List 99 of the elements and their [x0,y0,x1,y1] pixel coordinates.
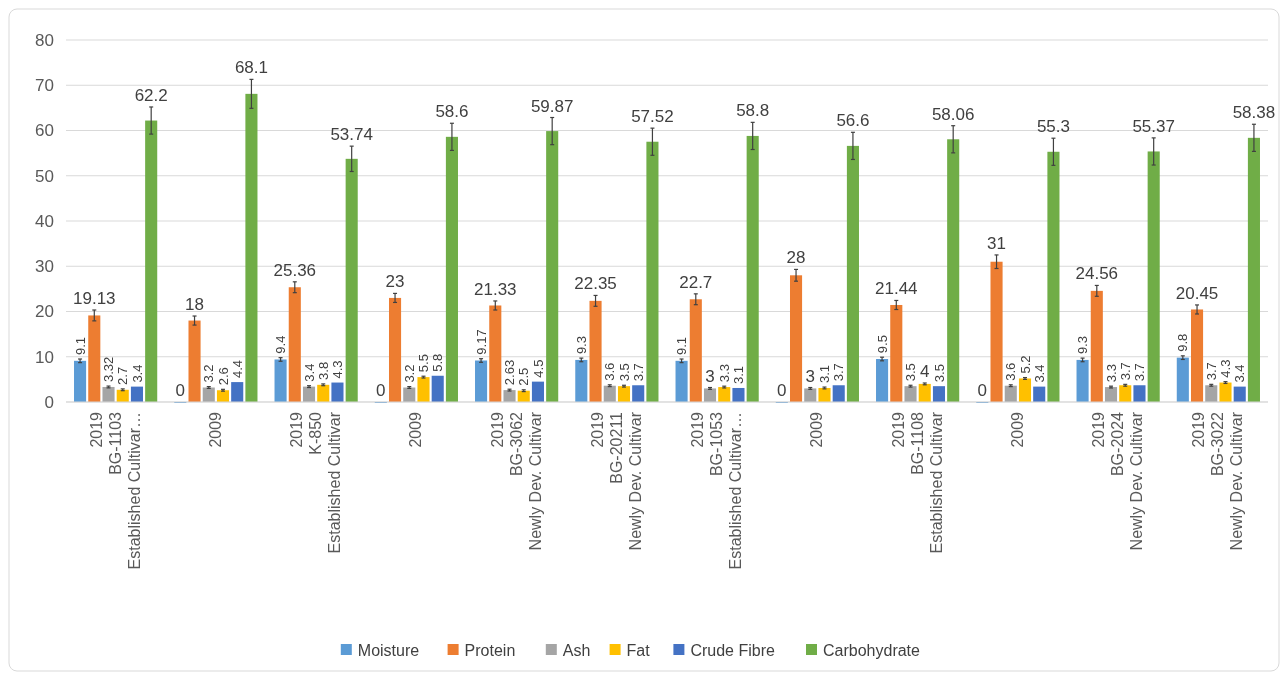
data-label: 0 [175,381,186,400]
data-label: 3.3 [716,364,732,383]
legend-label: Crude Fibre [690,641,775,659]
data-label: 22.7 [679,272,713,292]
data-label: 58.06 [931,104,975,124]
y-tick-label: 40 [35,211,54,231]
data-label: 2.6 [215,367,231,386]
data-label: 3.1 [817,364,833,384]
data-label: 9.3 [1075,336,1091,355]
data-label: 3.4 [1232,364,1248,383]
data-label: 25.36 [273,260,317,280]
y-tick-label: 0 [44,392,54,412]
data-label: 2.5 [516,367,532,386]
data-label: 21.44 [875,279,918,299]
data-label: 0 [376,381,386,400]
data-label: 9.1 [72,336,88,356]
x-tick-label: 2019 BG-1053 Established Cultivar… [689,411,745,570]
data-label: 3.2 [401,364,417,383]
data-label: 0 [777,381,787,400]
data-label: 3.1 [731,365,747,384]
x-tick-label: 2009 [206,411,224,448]
data-label: 55.37 [1132,116,1175,136]
data-label: 9.17 [473,329,489,355]
data-label: 0 [977,381,988,400]
y-tick-label: 30 [35,257,54,277]
data-label: 58.38 [1232,103,1276,123]
x-tick-label: 2009 [407,411,425,448]
data-label: 9.3 [573,336,589,355]
data-label: 3.2 [201,364,217,383]
data-label: 3.5 [903,363,919,382]
data-label: 4.5 [530,359,546,378]
legend-label: Moisture [357,641,420,659]
data-label: 57.52 [631,107,674,127]
data-label: 3.4 [301,363,317,382]
data-label: 2.7 [115,366,131,385]
data-label: 2.63 [502,359,518,386]
data-label: 3.7 [630,363,646,382]
data-label: 53.74 [330,125,373,145]
data-label: 68.1 [234,58,268,78]
legend-label: Protein [464,641,516,659]
y-tick-label: 10 [35,347,54,367]
data-label: 9.5 [874,335,890,354]
data-label: 9.8 [1175,333,1191,352]
x-tick-label: 2019 BG-3062 Newly Dev. Cultivar [488,411,544,551]
data-label: 31 [987,233,1006,253]
data-label: 24.56 [1075,264,1119,284]
data-label: 3.7 [1132,363,1148,382]
data-label: 3.3 [1103,364,1119,383]
data-label: 3.6 [602,362,618,381]
data-label: 21.33 [474,279,517,299]
data-label: 9.4 [273,335,289,354]
data-label: 20.45 [1175,283,1219,303]
x-tick-label: 2019 BG-1108 Established Cultivar [889,411,945,554]
legend-label: Carbohydrate [823,641,921,659]
x-tick-label: 2019 BG-20211 Newly Dev. Cultivar [588,411,644,551]
data-label: 58.8 [736,101,770,121]
data-label: 3 [805,366,815,386]
x-tick-label: 2019 BG-1103 Established Cultivar… [87,411,143,570]
data-label: 59.87 [530,96,574,116]
data-label: 9.1 [674,336,690,356]
data-label: 28 [786,248,806,268]
x-tick-label: 2019 K-850 Established Cultivar [288,411,344,554]
x-tick-label: 2009 [808,411,826,448]
data-label: 62.2 [134,85,168,105]
data-label: 3.5 [931,364,947,383]
data-label: 3.6 [1003,362,1019,381]
data-label: 3 [705,366,715,386]
data-label: 3.32 [101,356,117,383]
data-label: 3.7 [1203,362,1219,381]
y-tick-label: 50 [35,166,54,186]
x-tick-label: 2019 BG-2024 Newly Dev. Cultivar [1090,411,1146,551]
data-label: 4.3 [1218,359,1234,378]
data-label: 58.6 [435,102,469,122]
data-label: 3.7 [1117,362,1133,381]
data-label: 18 [185,295,204,315]
data-label: 3.4 [129,364,145,383]
data-label: 22.35 [574,274,617,294]
data-label: 4.3 [330,360,346,379]
y-tick-label: 20 [35,302,54,322]
data-label: 4 [920,361,930,381]
data-label: 23 [385,272,405,292]
data-label: 5.8 [430,353,446,372]
data-label: 5.5 [416,354,432,373]
data-label: 5.2 [1017,355,1033,374]
data-label: 19.13 [73,289,116,309]
x-tick-label: 2009 [1008,411,1026,448]
x-tick-label: 2019 BG-3022 Newly Dev. Cultivar [1190,411,1246,551]
data-label: 3.5 [616,363,632,382]
y-tick-label: 80 [35,30,54,50]
data-label: 55.3 [1036,117,1070,137]
data-label: 3.4 [1031,364,1047,383]
data-label: 56.6 [836,111,870,131]
data-label: 4.4 [229,360,245,379]
y-tick-label: 60 [35,121,54,141]
y-tick-label: 70 [35,76,54,96]
legend-label: Ash [562,641,591,659]
legend-label: Fat [626,641,651,659]
data-label: 3.7 [831,363,847,382]
data-label: 3.8 [315,361,331,380]
